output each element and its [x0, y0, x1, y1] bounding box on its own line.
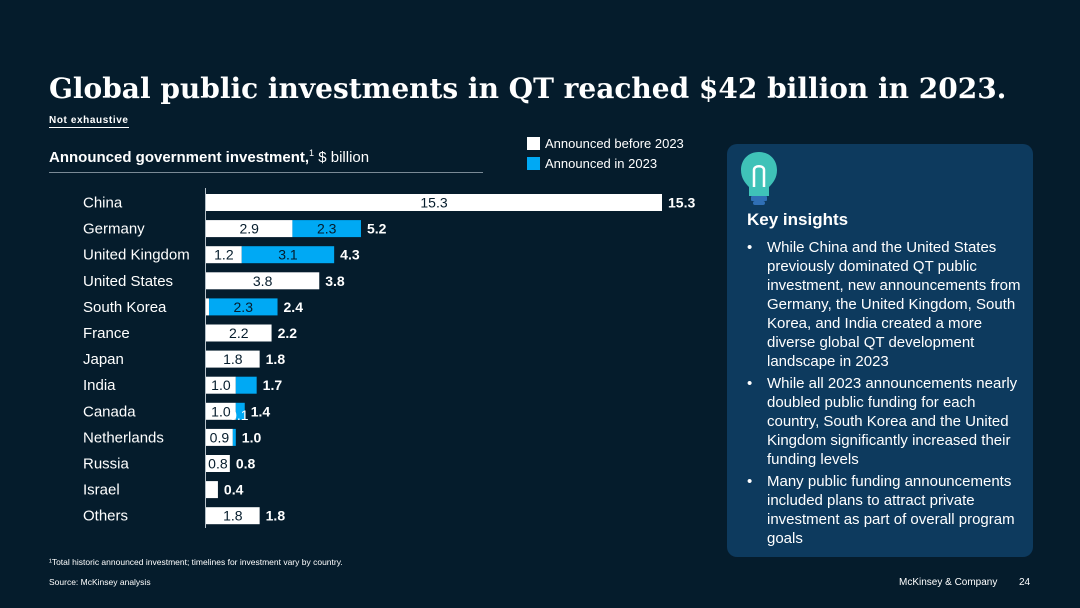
bar-segment-before	[206, 324, 272, 342]
category-label: Russia	[83, 456, 130, 473]
brand-name: McKinsey & Company	[899, 577, 998, 588]
chart-legend: Announced before 2023 Announced in 2023	[527, 133, 684, 173]
segment-label-before: 15.3	[420, 195, 447, 211]
page-number: 24	[1019, 577, 1031, 588]
bar-segment-before	[206, 402, 236, 420]
total-label: 3.8	[325, 273, 345, 289]
category-label: United States	[83, 273, 173, 290]
insights-list: While China and the United States previo…	[747, 238, 1021, 551]
bar-segment-before	[206, 246, 242, 264]
lightbulb-icon	[741, 152, 777, 205]
not-exhaustive-label: Not exhaustive	[49, 115, 129, 128]
segment-label-before: 2.9	[239, 221, 259, 237]
category-label: United Kingdom	[83, 247, 190, 264]
segment-label-2023: 3.1	[278, 247, 298, 263]
bar-segment-before	[206, 272, 320, 290]
total-label: 0.4	[224, 482, 244, 498]
bar-segment-2023	[235, 376, 257, 394]
segment-label-2023: 2.3	[234, 299, 254, 315]
bar-segment-before	[206, 298, 209, 316]
chart-unit: $ billion	[314, 149, 370, 166]
footnote: ¹Total historic announced investment; ti…	[49, 557, 343, 567]
category-label: South Korea	[83, 299, 167, 316]
legend-label-2023: Announced in 2023	[545, 155, 658, 171]
investment-bar-chart: China 15.3 15.3 Germany 2.9 2.3 5.2 United King…	[83, 188, 695, 528]
bar-segment-2023	[292, 220, 361, 238]
category-label: China	[83, 195, 123, 212]
page-title: Global public investments in QT reached …	[49, 72, 1007, 105]
segment-label-before: 1.2	[214, 247, 234, 263]
segment-label-before: 0.8	[208, 456, 228, 472]
footnote-marker: 1	[309, 148, 315, 158]
total-label: 2.2	[278, 325, 298, 341]
total-label: 5.2	[367, 221, 387, 237]
insight-item: Many public funding announcements includ…	[747, 472, 1021, 548]
segment-label-before: 3.8	[253, 273, 273, 289]
bar-segment-before	[206, 220, 293, 238]
segment-label-before: 2.2	[229, 325, 249, 341]
segment-label-before: 0.9	[210, 429, 230, 445]
category-label: Others	[83, 508, 128, 525]
segment-label-before: 1.8	[223, 351, 243, 367]
total-label: 1.8	[266, 508, 286, 524]
chart-subtitle-bold: Announced government investment,	[49, 149, 310, 166]
legend-item-2023: Announced in 2023	[527, 153, 684, 173]
insight-item: While all 2023 announcements nearly doub…	[747, 374, 1021, 469]
total-label: 2.4	[284, 299, 304, 315]
insight-item: While China and the United States previo…	[747, 238, 1021, 371]
bar-segment-before	[206, 507, 260, 525]
total-label: 1.7	[263, 377, 283, 393]
bar-segment-before	[206, 455, 230, 472]
total-label: 1.4	[251, 403, 271, 419]
legend-swatch-2023	[527, 156, 540, 170]
total-label: 1.8	[266, 351, 286, 367]
total-label: 4.3	[340, 247, 360, 263]
total-label: 1.0	[242, 429, 262, 445]
segment-label-before: 1.8	[223, 508, 243, 524]
bar-segment-2023	[232, 428, 236, 446]
category-label: France	[83, 325, 130, 342]
chart-subtitle: Announced government investment,1 $ bill…	[49, 148, 483, 173]
bar-segment-2023	[208, 298, 278, 316]
key-insights-panel: Key insights While China and the United …	[727, 144, 1033, 557]
category-label: Canada	[83, 403, 136, 420]
key-insights-heading: Key insights	[747, 210, 849, 229]
bar-segment-before	[206, 350, 260, 368]
category-label: India	[83, 377, 116, 394]
segment-label-before: 1.0	[211, 377, 231, 393]
category-label: Germany	[83, 221, 145, 238]
legend-swatch-before	[527, 136, 540, 150]
bar-segment-before	[206, 376, 236, 394]
category-label: Israel	[83, 482, 120, 499]
legend-label-before: Announced before 2023	[545, 135, 684, 151]
total-label: 0.8	[236, 456, 256, 472]
annotation-label: 0.1	[229, 407, 249, 423]
segment-label-2023: 2.3	[317, 221, 337, 237]
bar-segment-before	[206, 194, 662, 211]
segment-label-before: 1.0	[211, 403, 231, 419]
legend-item-before: Announced before 2023	[527, 133, 684, 153]
source-note: Source: McKinsey analysis	[49, 577, 151, 587]
category-label: Netherlands	[83, 429, 164, 446]
bar-segment-2023	[241, 246, 335, 264]
category-label: Japan	[83, 351, 124, 368]
bar-segment-before	[206, 481, 218, 499]
total-label: 15.3	[668, 195, 695, 211]
bar-segment-2023	[235, 402, 245, 420]
bar-segment-before	[206, 428, 233, 446]
